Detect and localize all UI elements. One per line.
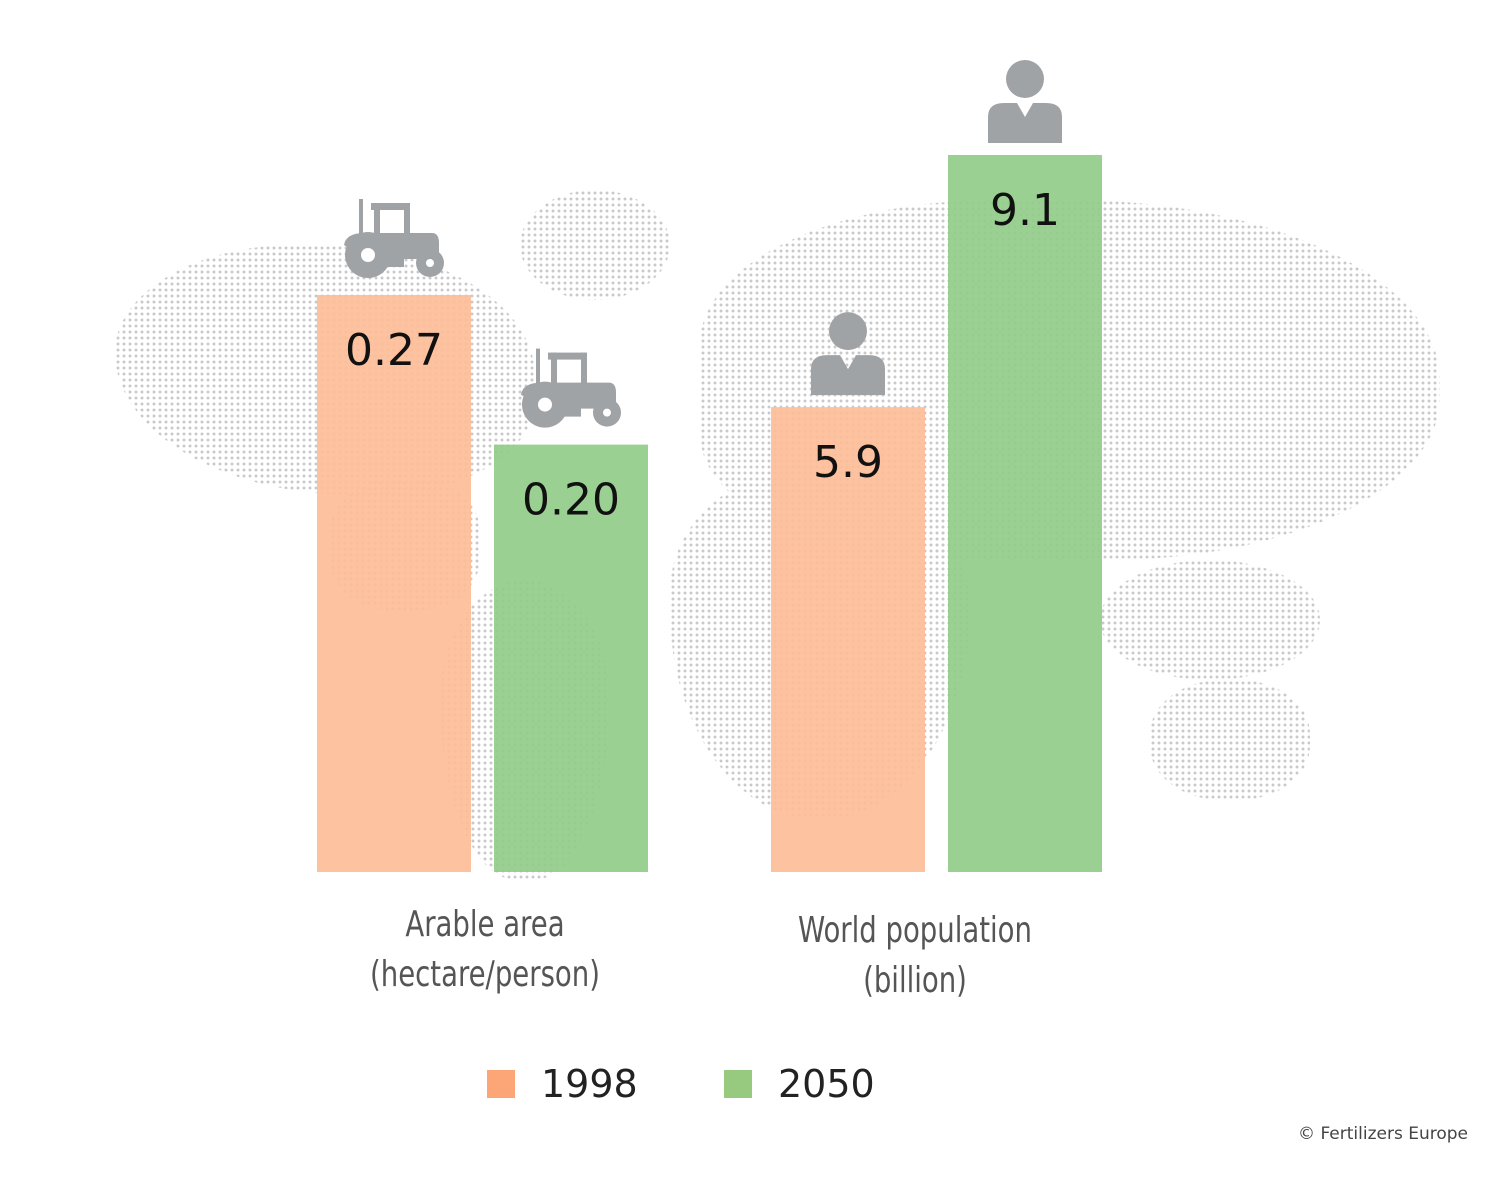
legend-item-2050: 2050: [724, 1062, 875, 1106]
category-label-population: World population (billion): [766, 906, 1064, 1006]
person-icon: [988, 60, 1062, 143]
category-label-line2: (hectare/person): [370, 954, 600, 995]
data-label: 9.1: [990, 185, 1060, 236]
person-icon: [811, 312, 885, 396]
category-label-line1: World population: [798, 910, 1032, 951]
bar-tractor-1998: [317, 295, 471, 872]
map-greenland: [520, 190, 670, 300]
category-label-arable: Arable area (hectare/person): [328, 900, 643, 1000]
legend-swatch: [724, 1070, 752, 1098]
bar-person-1998: [771, 407, 925, 872]
bar-tractor-2050: [494, 444, 648, 872]
legend-swatch: [487, 1070, 515, 1098]
legend-label: 2050: [778, 1062, 875, 1106]
tractor-icon: [344, 199, 444, 278]
category-label-line1: Arable area: [405, 904, 565, 945]
map-southeast-asia: [1100, 560, 1320, 680]
legend-item-1998: 1998: [487, 1062, 638, 1106]
data-label: 5.9: [813, 437, 883, 488]
data-label: 0.27: [345, 325, 443, 376]
bar-person-2050: [948, 155, 1102, 872]
tractor-icon: [521, 348, 621, 428]
copyright-credit: © Fertilizers Europe: [1298, 1124, 1468, 1144]
map-australia: [1150, 680, 1310, 800]
data-label: 0.20: [522, 475, 620, 526]
category-label-line2: (billion): [863, 960, 967, 1001]
legend-label: 1998: [541, 1062, 638, 1106]
